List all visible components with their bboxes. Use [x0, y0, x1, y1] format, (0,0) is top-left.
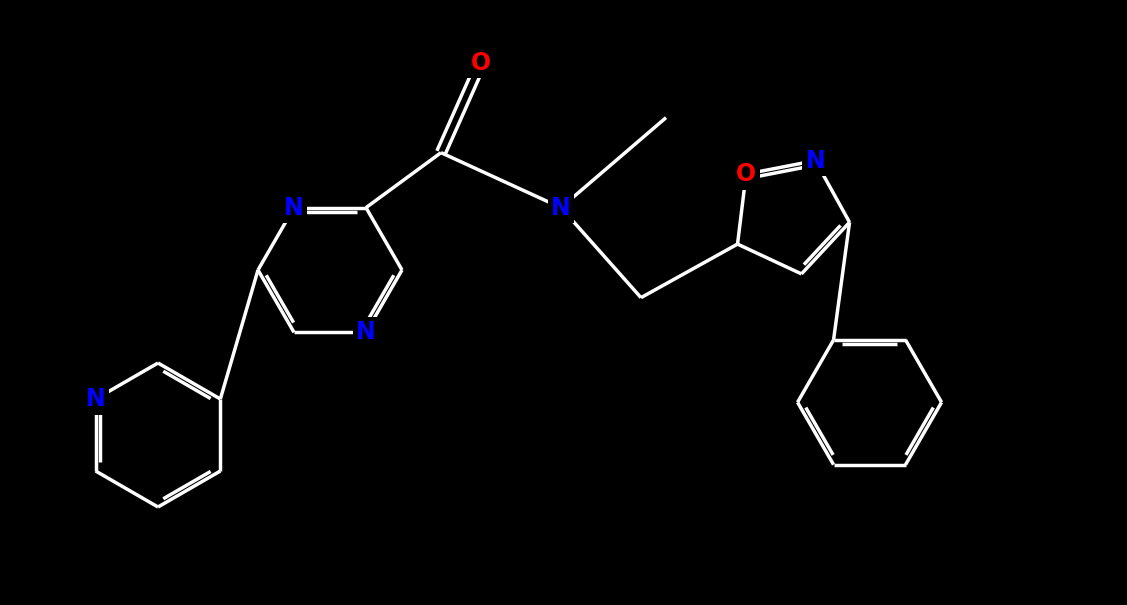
Text: O: O: [471, 51, 491, 74]
Text: N: N: [806, 149, 825, 172]
Text: N: N: [284, 195, 304, 220]
Text: N: N: [86, 387, 106, 411]
Text: N: N: [356, 321, 376, 344]
Text: N: N: [551, 195, 571, 220]
Text: O: O: [736, 162, 756, 186]
